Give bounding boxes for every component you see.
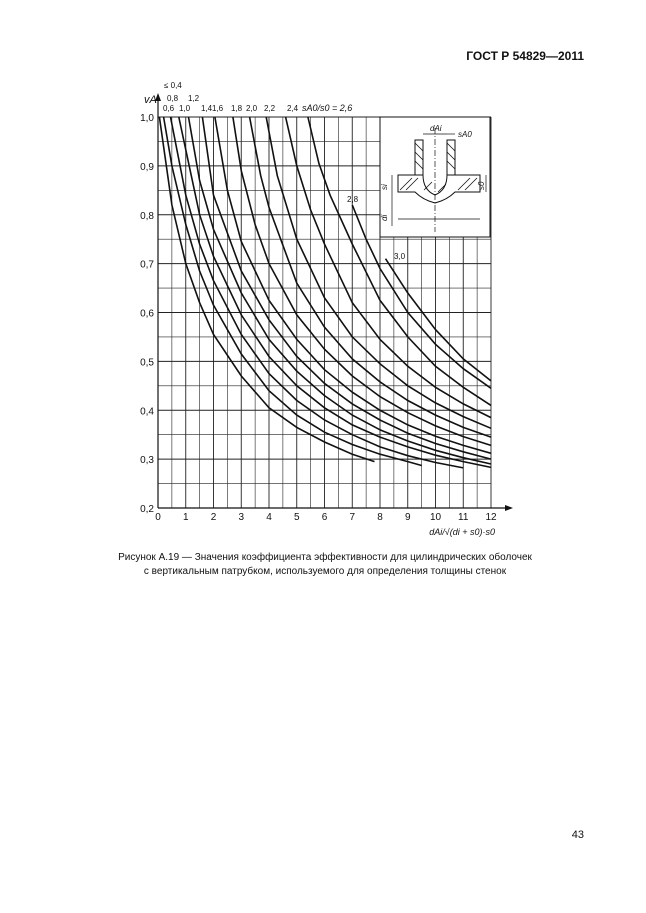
- series-label: 2,0: [246, 104, 258, 113]
- y-tick-label: 0,3: [140, 455, 154, 466]
- y-tick-label: 0,7: [140, 260, 154, 271]
- caption-line-1: Рисунок А.19 — Значения коэффициента эфф…: [118, 552, 532, 563]
- x-tick-label: 7: [349, 512, 355, 523]
- series-label: 1,0: [179, 104, 191, 113]
- inset-diagram: dAi sA0 si di s0: [379, 116, 491, 238]
- x-tick-label: 6: [322, 512, 328, 523]
- chart-curves: [158, 116, 492, 469]
- figure-caption: Рисунок А.19 — Значения коэффициента эфф…: [100, 551, 550, 579]
- inset-label-di: di: [380, 215, 389, 221]
- series-label: 1,8: [231, 104, 243, 113]
- y-tick-label: 0,5: [140, 357, 154, 368]
- series-label: 0,6: [163, 104, 175, 113]
- inset-label-si: si: [380, 184, 389, 190]
- y-tick-label: 0,9: [140, 162, 154, 173]
- x-tick-label: 9: [405, 512, 411, 523]
- y-axis-title: vA: [144, 94, 157, 106]
- chart-axes: [155, 93, 513, 511]
- series-line: [351, 204, 492, 389]
- series-line: [187, 116, 492, 465]
- series-line: [201, 116, 492, 460]
- series-label: 1,2: [188, 94, 200, 103]
- x-tick-label: 8: [377, 512, 383, 523]
- series-label: 0,8: [167, 94, 179, 103]
- y-tick-label: 0,4: [140, 406, 154, 417]
- inset-label-sa0: sA0: [458, 130, 472, 139]
- series-line: [284, 116, 492, 419]
- series-line: [158, 116, 375, 463]
- series-line: [307, 116, 492, 407]
- x-tick-label: 3: [238, 512, 244, 523]
- y-tick-label: 0,2: [140, 504, 154, 515]
- x-tick-label: 4: [266, 512, 272, 523]
- chart-labels: 0 1 2 3 4 5 6 7 8 9 10 11 120,20,30,40,50,60,70,80,9…: [140, 81, 497, 537]
- series-line: [248, 116, 492, 438]
- series-line: [162, 116, 422, 467]
- inset-label-dai: dAi: [430, 124, 442, 133]
- x-tick-label: 5: [294, 512, 300, 523]
- y-tick-label: 0,8: [140, 211, 154, 222]
- shell-wall: [397, 174, 481, 204]
- series-label: ≤ 0,4: [164, 81, 182, 90]
- y-tick-label: 1,0: [140, 113, 154, 124]
- x-axis-arrow: [505, 505, 513, 511]
- x-tick-label: 1: [183, 512, 189, 523]
- series-line: [265, 116, 492, 430]
- x-tick-label: 10: [430, 512, 442, 523]
- y-tick-label: 0,6: [140, 309, 154, 320]
- series-label: 2,2: [264, 104, 276, 113]
- x-tick-label: 0: [155, 512, 161, 523]
- series-label: 2,4: [287, 104, 299, 113]
- y-axis-arrow: [155, 93, 161, 101]
- parameter-label: sA0/s0 = 2,6: [302, 103, 352, 113]
- x-tick-label: 2: [211, 512, 217, 523]
- inset-label-s0: s0: [477, 181, 486, 190]
- x-tick-label: 12: [485, 512, 497, 523]
- series-line: [384, 258, 492, 382]
- series-label: 2,8: [347, 195, 359, 204]
- page-number: 43: [571, 829, 584, 841]
- series-label: 3,0: [394, 252, 406, 261]
- x-tick-label: 11: [458, 512, 469, 523]
- document-id: ГОСТ Р 54829—2011: [466, 49, 584, 63]
- series-line: [232, 116, 492, 447]
- series-label: 1,6: [212, 104, 224, 113]
- series-label: 1,4: [201, 104, 213, 113]
- series-line: [178, 116, 492, 469]
- nozzle-wall-right: [446, 139, 456, 181]
- x-axis-title: dAi/√(di + s0)·s0: [429, 527, 495, 537]
- nozzle-wall-left: [414, 139, 424, 181]
- caption-line-2: с вертикальным патрубком, используемого …: [143, 566, 507, 577]
- series-line: [169, 116, 464, 469]
- series-line: [214, 116, 492, 455]
